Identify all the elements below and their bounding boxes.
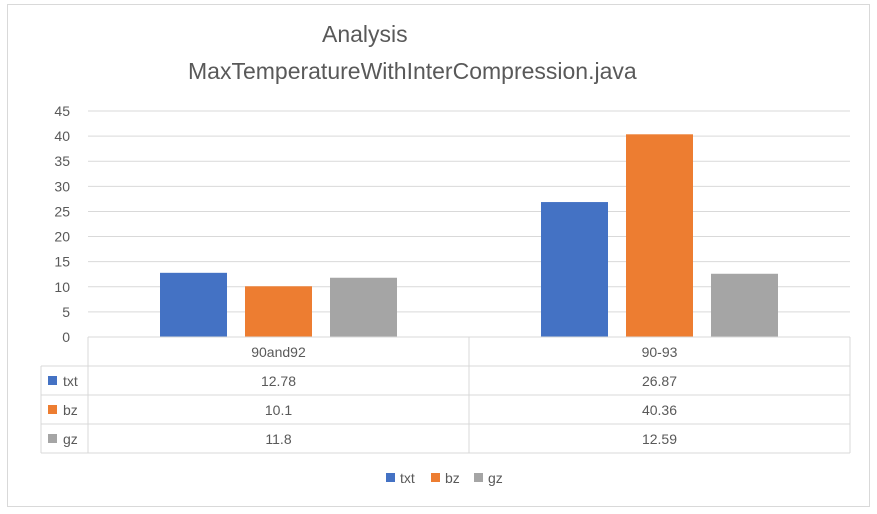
bar-bz-90and92 [245,286,312,337]
data-label: 12.78 [261,373,296,389]
legend-label: txt [400,470,415,486]
legend-key-gz [474,473,483,482]
y-tick-label: 25 [54,203,70,219]
legend-label: gz [488,470,503,486]
table-legend-key-bz [48,405,57,414]
table-legend-key-gz [48,434,57,443]
bar-gz-90-93 [711,273,778,337]
data-label: 26.87 [642,373,677,389]
bar-bz-90-93 [626,134,693,337]
table-series-label: gz [63,431,78,447]
data-label: 40.36 [642,402,677,418]
legend-key-bz [431,473,440,482]
table-series-label: txt [63,373,78,389]
y-tick-label: 45 [54,103,70,119]
chart-frame [7,4,870,507]
legend-label: bz [445,470,460,486]
chart-title-line1: Analysis [322,21,408,47]
chart-title-line2: MaxTemperatureWithInterCompression.java [188,58,637,84]
table-legend-key-txt [48,376,57,385]
y-tick-label: 10 [54,279,70,295]
y-tick-label: 40 [54,128,70,144]
y-tick-label: 5 [62,304,70,320]
bar-gz-90and92 [330,277,397,337]
bar-txt-90and92 [160,272,227,337]
y-tick-label: 20 [54,229,70,245]
x-category-label: 90and92 [251,344,306,360]
bar-txt-90-93 [541,202,608,337]
y-tick-label: 0 [62,329,70,345]
y-tick-label: 30 [54,178,70,194]
y-tick-label: 35 [54,153,70,169]
legend-key-txt [386,473,395,482]
x-category-label: 90-93 [642,344,678,360]
data-label: 12.59 [642,431,677,447]
data-label: 11.8 [265,431,291,447]
table-series-label: bz [63,402,78,418]
data-label: 10.1 [265,402,292,418]
y-tick-label: 15 [54,254,70,270]
